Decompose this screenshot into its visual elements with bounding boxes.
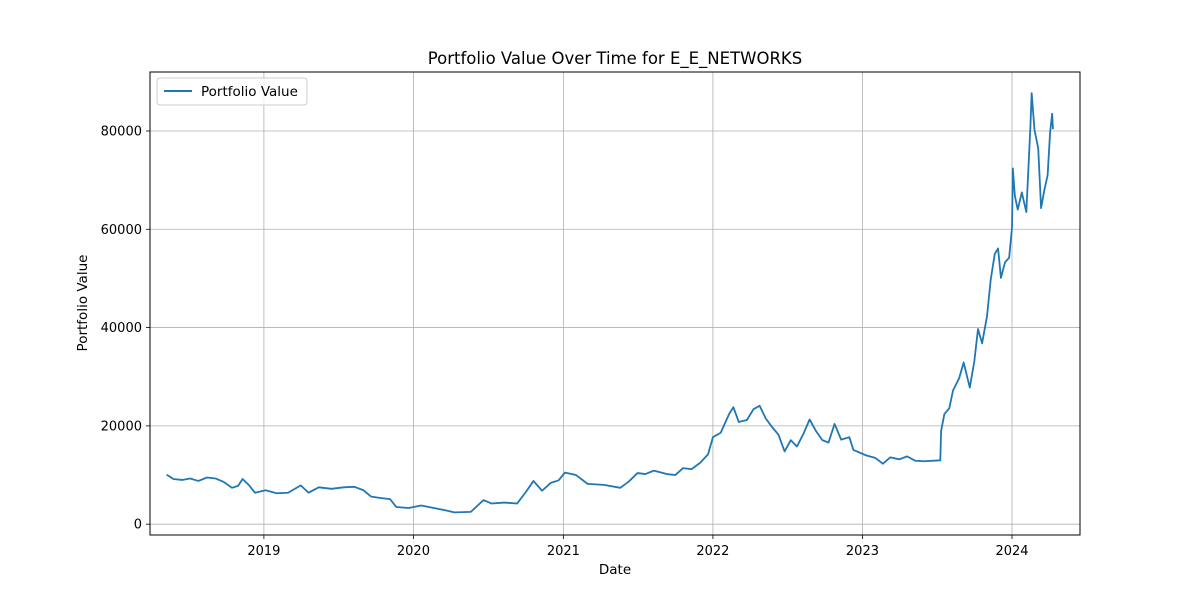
legend: Portfolio Value — [156, 77, 308, 106]
x-tick-label: 2020 — [397, 544, 430, 559]
y-tick-label: 60000 — [101, 223, 142, 238]
series-line-0 — [166, 92, 1054, 514]
y-tick-label: 40000 — [101, 321, 142, 336]
grid — [150, 72, 1080, 535]
y-tick-label: 80000 — [101, 124, 142, 139]
y-axis-label: Portfolio Value — [75, 255, 91, 352]
x-tick-label: 2022 — [696, 544, 729, 559]
y-tick-label: 0 — [134, 518, 142, 533]
y-axis: 0 20000 40000 60000 80000 — [101, 124, 150, 533]
y-tick-label: 20000 — [101, 419, 142, 434]
legend-label: Portfolio Value — [201, 84, 298, 100]
x-axis: 2019 2020 2021 2022 2023 2024 — [247, 535, 1029, 559]
plot-frame — [149, 71, 1081, 536]
chart-title: Portfolio Value Over Time for E_E_NETWOR… — [428, 49, 802, 69]
series-layer — [166, 92, 1054, 514]
legend-box — [156, 77, 308, 106]
x-axis-label: Date — [599, 562, 631, 578]
x-tick-label: 2024 — [995, 544, 1028, 559]
x-tick-label: 2019 — [247, 544, 280, 559]
x-tick-label: 2021 — [547, 544, 580, 559]
x-tick-label: 2023 — [846, 544, 879, 559]
